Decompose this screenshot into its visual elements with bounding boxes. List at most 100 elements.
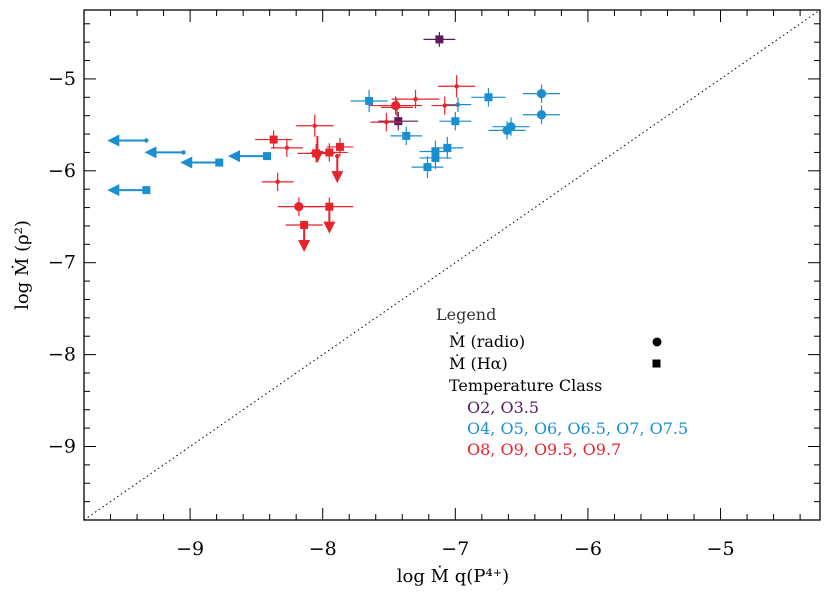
data-point — [370, 112, 403, 132]
legend: Legend Ṁ (radio) Ṁ (Hα) Temperature Clas… — [436, 305, 688, 459]
square-marker — [142, 186, 151, 195]
upper-limit-arrowhead — [311, 150, 324, 163]
data-point — [296, 114, 334, 137]
data-point — [310, 143, 348, 162]
data-point — [107, 134, 149, 147]
x-tick-label: −8 — [309, 538, 337, 560]
square-marker — [443, 143, 452, 152]
data-point — [255, 130, 293, 149]
data-point — [390, 126, 423, 146]
data-point — [419, 146, 452, 169]
circle-marker — [502, 125, 512, 135]
data-point — [350, 89, 388, 112]
upper-limit-arrowhead — [228, 150, 241, 163]
data-point — [261, 172, 294, 192]
circle-marker — [454, 84, 459, 89]
square-marker — [215, 158, 224, 167]
y-tick-label: −9 — [48, 435, 76, 457]
data-point — [270, 138, 303, 158]
circle-marker — [442, 103, 447, 108]
legend-radio-label: Ṁ (radio) — [449, 331, 525, 351]
square-marker — [325, 148, 334, 157]
square-marker — [263, 152, 272, 161]
data-point — [488, 121, 526, 140]
upper-limit-arrowhead — [107, 184, 120, 197]
square-marker — [435, 35, 444, 44]
data-point — [471, 88, 506, 107]
square-marker — [335, 142, 344, 151]
legend-circle-marker — [652, 337, 662, 347]
circle-marker — [335, 153, 340, 159]
data-point — [326, 137, 354, 157]
plot-frame — [83, 9, 821, 521]
data-point — [311, 135, 324, 163]
square-marker — [484, 93, 493, 102]
x-axis-label: log Ṁ q(P⁴⁺) — [397, 564, 509, 587]
data-point — [438, 75, 476, 98]
x-tick-label: −5 — [707, 538, 735, 560]
circle-marker — [284, 145, 290, 151]
data-point — [228, 150, 272, 163]
data-point — [391, 89, 440, 109]
data-point — [285, 221, 323, 253]
x-tick-label: −9 — [176, 538, 204, 560]
square-marker — [394, 117, 403, 126]
data-point — [444, 97, 472, 112]
data-point — [423, 32, 456, 47]
square-marker — [300, 221, 309, 230]
legend-square-marker — [652, 359, 661, 368]
circle-marker — [181, 150, 186, 155]
data-point — [522, 84, 561, 103]
data-points — [107, 32, 561, 253]
data-point — [522, 105, 561, 124]
legend-class-o8: O8, O9, O9.5, O9.7 — [467, 440, 621, 459]
circle-marker — [144, 138, 149, 143]
legend-class-o2: O2, O3.5 — [467, 398, 539, 417]
circle-marker — [455, 102, 461, 107]
data-point — [180, 156, 224, 169]
upper-limit-arrowhead — [331, 171, 344, 184]
square-marker — [402, 131, 411, 140]
tick-labels: −9 −8 −7 −6 −5 −9 −8 −7 −6 −5 — [48, 68, 735, 560]
upper-limit-arrowhead — [298, 240, 311, 253]
one-to-one-line — [83, 9, 821, 521]
y-tick-label: −6 — [48, 160, 76, 182]
x-tick-label: −7 — [441, 538, 469, 560]
y-tick-label: −5 — [48, 68, 76, 90]
legend-class-o4: O4, O5, O6, O6.5, O7, O7.5 — [467, 419, 688, 438]
legend-temperature-title: Temperature Class — [449, 376, 602, 395]
legend-title: Legend — [436, 305, 496, 324]
data-point — [381, 98, 413, 117]
circle-marker — [312, 123, 317, 128]
square-marker — [451, 117, 460, 126]
data-point — [305, 197, 354, 234]
legend-halpha-label: Ṁ (Hα) — [449, 353, 508, 373]
circle-marker — [536, 89, 547, 99]
circle-marker — [294, 202, 304, 212]
square-marker — [325, 202, 334, 211]
upper-limit-arrowhead — [144, 146, 157, 159]
y-axis-label: log Ṁ (ρ²) — [10, 220, 33, 310]
circle-marker — [384, 119, 389, 125]
circle-marker — [394, 105, 400, 110]
data-point — [411, 156, 444, 179]
data-point — [107, 184, 151, 197]
circle-marker — [536, 110, 547, 120]
y-tick-label: −8 — [48, 344, 76, 366]
upper-limit-arrowhead — [180, 156, 193, 169]
upper-limit-arrowhead — [323, 221, 336, 234]
square-marker — [431, 153, 440, 162]
x-tick-label: −6 — [574, 538, 602, 560]
square-marker — [423, 163, 432, 172]
data-point — [439, 112, 472, 131]
data-point — [431, 96, 458, 115]
y-tick-label: −7 — [48, 252, 76, 274]
square-marker — [269, 135, 278, 144]
data-point — [144, 146, 186, 159]
circle-marker — [413, 96, 418, 102]
axis-ticks — [83, 10, 820, 521]
data-point — [492, 117, 530, 136]
circle-marker — [275, 179, 280, 185]
upper-limit-arrowhead — [107, 134, 120, 147]
